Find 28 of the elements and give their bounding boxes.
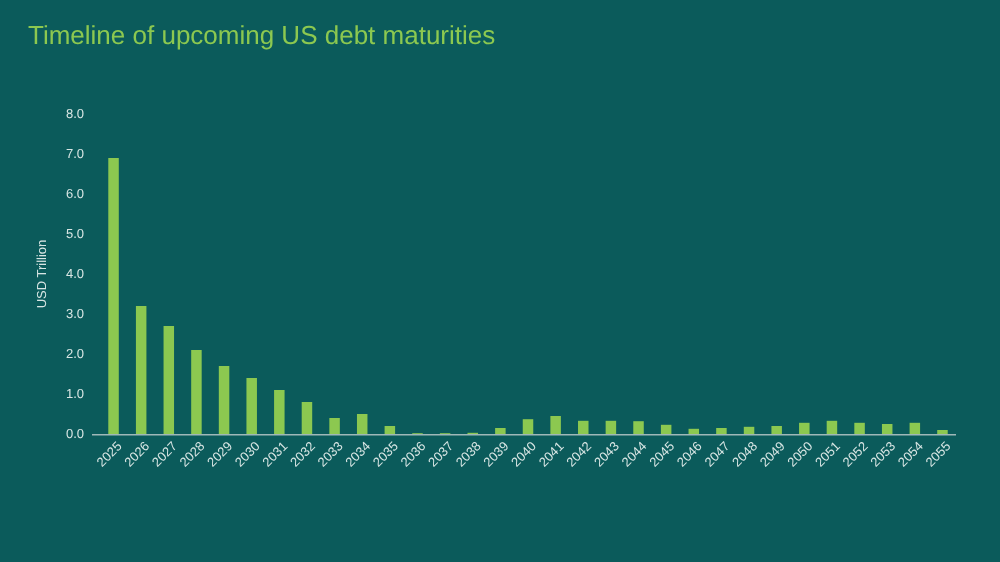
bar (522, 419, 534, 434)
bar (660, 424, 672, 434)
bar (356, 414, 368, 434)
bar (854, 422, 865, 434)
bar (826, 420, 838, 434)
bar (550, 416, 561, 434)
bar (218, 366, 230, 434)
bar (329, 418, 340, 434)
bar (881, 424, 893, 434)
bar (191, 350, 202, 434)
bar (135, 306, 147, 434)
bar (578, 420, 589, 434)
bar (688, 428, 700, 434)
bar (799, 422, 810, 434)
bar (716, 428, 727, 434)
bar (163, 326, 175, 434)
bar (274, 390, 285, 434)
bar (301, 402, 313, 434)
bar (633, 421, 644, 434)
chart-title: Timeline of upcoming US debt maturities (28, 20, 497, 50)
bar (495, 428, 506, 434)
bar (909, 422, 921, 434)
bar (108, 158, 119, 434)
bar (743, 426, 755, 434)
bar (246, 378, 257, 434)
bar (771, 426, 782, 434)
bar (384, 426, 396, 434)
bar (605, 420, 617, 434)
